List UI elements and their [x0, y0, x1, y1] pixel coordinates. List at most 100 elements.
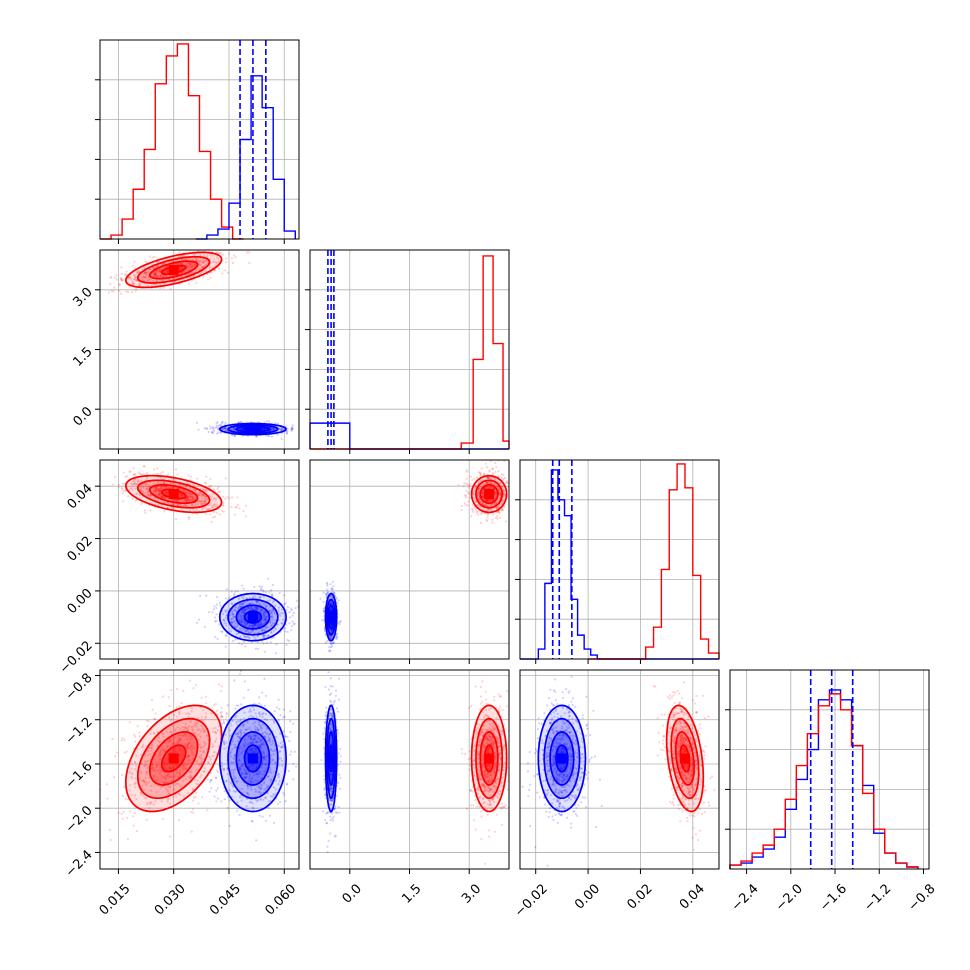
scatter-point [195, 508, 198, 511]
scatter-point [329, 624, 333, 627]
scatter-point [498, 491, 501, 495]
scatter-point [151, 502, 154, 505]
scatter-point [186, 756, 189, 760]
scatter-point [263, 634, 266, 637]
scatter-point [275, 643, 278, 646]
scatter-point [488, 499, 491, 502]
scatter-point [326, 584, 329, 587]
scatter-point [475, 476, 479, 479]
scatter-point [473, 486, 476, 489]
scatter-point [155, 791, 158, 794]
scatter-point [171, 743, 174, 746]
scatter-point [123, 785, 126, 789]
scatter-point [186, 744, 189, 747]
scatter-point [183, 743, 187, 746]
scatter-point [224, 421, 227, 424]
scatter-point [211, 516, 214, 519]
marginal-panel-1 [305, 249, 510, 454]
contour-line-red [148, 484, 199, 505]
scatter-point [241, 627, 244, 630]
scatter-point [188, 516, 191, 519]
scatter-point [487, 477, 491, 480]
scatter-point [494, 478, 497, 481]
scatter-point [211, 506, 214, 509]
scatter-point [474, 484, 477, 487]
scatter-point [144, 487, 147, 490]
scatter-point [152, 491, 155, 494]
scatter-point [225, 609, 228, 612]
scatter-point [189, 495, 192, 499]
scatter-point [221, 495, 224, 498]
scatter-point [484, 509, 487, 512]
scatter-point [288, 622, 291, 625]
scatter-point [158, 490, 161, 493]
scatter-point [319, 597, 322, 600]
scatter-point [486, 499, 489, 502]
scatter-point [330, 623, 333, 626]
scatter-point [212, 503, 215, 506]
scatter-point [245, 251, 249, 254]
scatter-point [170, 718, 173, 721]
scatter-point [194, 684, 198, 687]
scatter-point [254, 608, 258, 611]
scatter-point [491, 467, 494, 470]
scatter-point [239, 627, 242, 630]
scatter-point [199, 776, 202, 779]
scatter-point [147, 749, 150, 752]
scatter-point [251, 596, 255, 599]
scatter-point [198, 743, 201, 746]
scatter-point [270, 428, 273, 431]
scatter-point [189, 739, 192, 742]
scatter-point [263, 622, 266, 625]
scatter-point [188, 272, 191, 276]
scatter-point [130, 763, 133, 766]
scatter-point [154, 273, 157, 276]
scatter-point [239, 621, 242, 624]
scatter-point [243, 620, 246, 624]
scatter-point [472, 510, 475, 513]
scatter-point [120, 278, 123, 281]
scatter-point [150, 789, 153, 792]
scatter-point [209, 427, 212, 430]
scatter-point [258, 624, 261, 627]
scatter-point [238, 597, 241, 600]
scatter-point [258, 603, 261, 606]
scatter-point [158, 492, 161, 495]
scatter-point [191, 707, 194, 710]
density-peak-blue [247, 424, 258, 435]
scatter-point [259, 596, 262, 599]
scatter-point [278, 613, 281, 616]
scatter-point [225, 711, 228, 715]
scatter-point [476, 491, 480, 494]
scatter-point [117, 483, 120, 486]
scatter-point [262, 614, 265, 617]
scatter-point [181, 266, 184, 269]
scatter-point [215, 261, 218, 264]
scatter-point [470, 507, 474, 510]
scatter-point [191, 264, 194, 267]
scatter-point [215, 737, 218, 741]
scatter-point [175, 764, 178, 767]
scatter-point [205, 489, 208, 492]
scatter-point [237, 642, 241, 645]
scatter-point [224, 428, 227, 431]
scatter-point [134, 499, 137, 502]
scatter-point [286, 639, 289, 642]
scatter-point [177, 262, 180, 266]
scatter-point [477, 510, 480, 513]
density-peak-red [168, 264, 179, 275]
scatter-point [486, 485, 489, 488]
scatter-point [260, 640, 264, 643]
scatter-point [231, 621, 234, 624]
scatter-point [155, 486, 158, 489]
contour-line-blue [218, 592, 287, 642]
scatter-point [501, 508, 504, 511]
scatter-point [225, 716, 228, 719]
scatter-point [265, 634, 268, 638]
scatter-point [259, 624, 262, 627]
scatter-point [243, 609, 247, 612]
scatter-point [136, 492, 139, 495]
scatter-point [490, 487, 493, 490]
scatter-point [476, 503, 479, 507]
scatter-point [149, 494, 152, 497]
